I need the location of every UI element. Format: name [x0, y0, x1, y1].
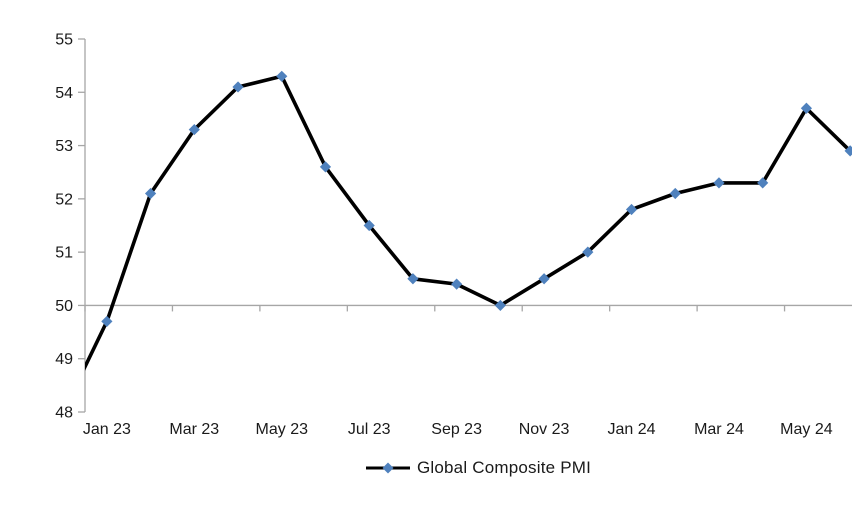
data-point-marker-icon	[494, 299, 506, 312]
data-point-marker-icon	[232, 81, 244, 93]
data-point-marker-icon	[144, 187, 157, 200]
y-tick-label: 54	[55, 85, 73, 102]
x-tick-label: Jul 23	[348, 421, 391, 438]
data-point-marker-icon	[800, 102, 813, 114]
global-composite-pmi-chart: 48 49 50 51 52 53 54 55 Jan 23 Mar 23 May 23 Jul 23…	[40, 16, 852, 497]
data-point-marker-icon	[451, 278, 463, 290]
data-point-marker-icon	[101, 315, 113, 328]
chart-legend: Global Composite PMI	[85, 454, 852, 482]
x-tick-label: Jan 24	[608, 421, 656, 438]
data-point-marker-icon	[713, 177, 725, 189]
x-tick-label: Mar 23	[169, 421, 219, 438]
x-tick-label: May 23	[256, 421, 309, 438]
data-point-marker-icon	[538, 273, 550, 285]
data-point-marker-icon	[582, 246, 594, 258]
data-point-marker-icon	[276, 70, 288, 82]
y-tick-label: 50	[55, 298, 73, 315]
data-point-marker-icon	[669, 187, 681, 200]
data-point-marker-icon	[407, 273, 419, 285]
chart-plot-area: 48 49 50 51 52 53 54 55 Jan 23 Mar 23 May 23 Jul 23…	[55, 32, 852, 438]
x-tick-label: Mar 24	[694, 421, 744, 438]
legend-line-marker-icon	[365, 462, 410, 474]
series-line	[85, 74, 852, 371]
x-tick-label: May 24	[780, 421, 833, 438]
x-tick-label: Jan 23	[83, 421, 131, 438]
y-tick-label: 48	[55, 405, 73, 422]
data-point-marker-icon	[625, 203, 638, 216]
legend-label: Global Composite PMI	[416, 458, 592, 477]
y-tick-label: 51	[55, 245, 73, 262]
x-tick-label: Sep 23	[431, 421, 482, 438]
data-point-marker-icon	[757, 177, 769, 189]
data-point-marker-icon	[319, 161, 332, 173]
y-tick-label: 49	[55, 351, 73, 368]
y-tick-label: 52	[55, 191, 73, 208]
x-tick-label: Nov 23	[519, 421, 570, 438]
data-point-marker-icon	[363, 219, 375, 232]
data-point-marker-icon	[844, 145, 852, 157]
data-point-marker-icon	[188, 123, 200, 136]
y-tick-label: 53	[55, 138, 73, 155]
series-global-composite-pmi	[85, 70, 852, 371]
y-tick-label: 55	[55, 32, 73, 49]
